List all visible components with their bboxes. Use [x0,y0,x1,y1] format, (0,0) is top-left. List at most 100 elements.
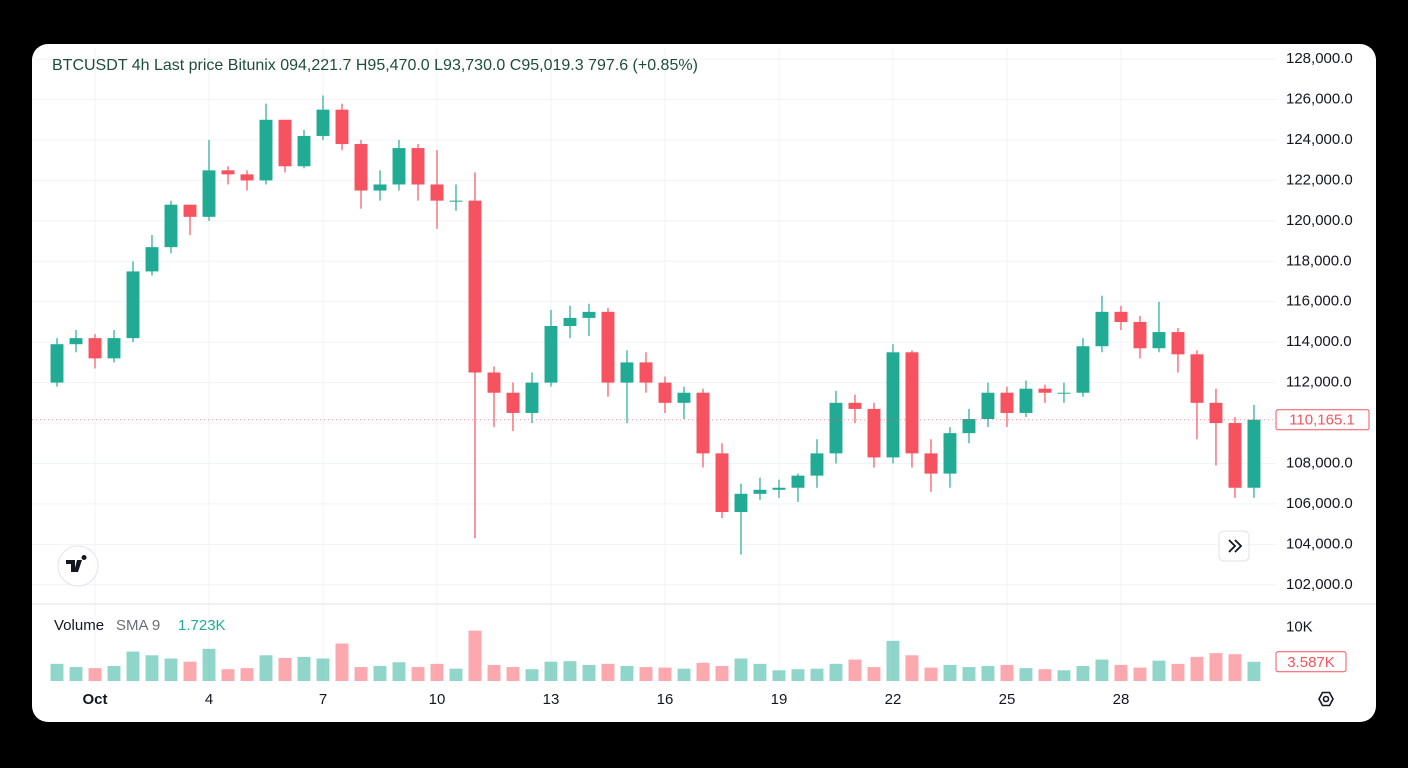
y-tick-label: 102,000.0 [1286,576,1353,593]
y-tick-label: 120,000.0 [1286,212,1353,229]
candle-body [1228,423,1242,488]
volume-bar [278,657,292,681]
plot [32,95,1276,681]
volume-bar [772,670,786,681]
volume-bar [677,668,691,681]
volume-bar [1114,664,1128,681]
x-tick-label: 19 [771,691,788,708]
candle-body [145,247,159,272]
candle-body [696,392,710,454]
volume-bar [1209,653,1223,681]
y-tick-label: 122,000.0 [1286,171,1353,188]
volume-bar [1133,667,1147,681]
volume-bar [1076,666,1090,681]
candle-body [525,382,539,413]
volume-bar [848,659,862,681]
candle-body [430,184,444,201]
volume-bar [1247,661,1261,681]
x-tick-label: 16 [657,691,674,708]
volume-bar [943,664,957,681]
candle-body [962,419,976,434]
candle-body [1152,332,1166,349]
candle-body [107,338,121,359]
volume-bar [639,667,653,681]
volume-bar [487,664,501,681]
candle-body [1114,311,1128,322]
candle-body [1038,388,1052,393]
volume-bar [525,669,539,681]
volume-bar [544,661,558,681]
candle-body [1057,392,1071,394]
volume-bar [449,668,463,681]
scroll-right-button[interactable] [1218,530,1250,562]
last-volume-label: 3.587K [1287,654,1335,671]
candle-body [639,362,653,383]
volume-bar [335,643,349,681]
candle-body [715,453,729,513]
volume-bar [1019,668,1033,681]
candle-body [544,326,558,383]
candle-body [848,402,862,409]
candle-body [658,382,672,403]
volume-bar [658,667,672,681]
volume-bar [753,663,767,681]
candle-body [1247,419,1261,488]
candle-body [582,311,596,318]
volume-bar [715,666,729,681]
candle-body [905,352,919,454]
candle-body [791,475,805,488]
settings-icon[interactable] [1318,691,1334,707]
candle-body [449,200,463,202]
candle-body [1133,321,1147,349]
candle-body [1095,311,1109,347]
volume-bar [126,651,140,681]
y-tick-label: 108,000.0 [1286,454,1353,471]
volume-bar [297,656,311,681]
candle-body [867,408,881,458]
candle-body [373,184,387,191]
sma-name: SMA 9 [116,617,160,634]
volume-bar [50,663,64,681]
y-tick-label: 112,000.0 [1286,374,1352,391]
candle-body [335,109,349,145]
candle-body [411,148,425,185]
volume-bar [1095,659,1109,681]
y-tick-label: 116,000.0 [1286,293,1352,310]
tv-logo[interactable] [57,545,99,587]
candle-body [468,200,482,373]
last-volume-tag [1275,651,1347,673]
volume-bar [829,663,843,681]
volume-bar [791,669,805,681]
volume-bar [506,667,520,681]
candle-body [202,170,216,217]
y-tick-label: 128,000.0 [1286,50,1353,67]
x-tick-label: 13 [543,691,560,708]
volume-bar [1152,660,1166,681]
x-tick-label: 25 [999,691,1016,708]
volume-bar [810,668,824,681]
volume-bar [354,667,368,681]
candle-body [183,204,197,217]
candle-body [354,144,368,191]
candle-body [810,453,824,476]
volume-bar [259,655,273,681]
volume-bar [430,663,444,681]
volume-bar [1038,669,1052,681]
candle-body [126,271,140,339]
x-tick-label: 4 [205,691,213,708]
y-tick-label: 118,000.0 [1286,252,1352,269]
volume-name: Volume [54,617,104,634]
candle-body [772,487,786,490]
candle-body [753,489,767,494]
candle-body [943,433,957,474]
candle-body [1076,346,1090,393]
candle-body [563,317,577,327]
volume-tick-label: 10K [1286,618,1313,635]
volume-bar [240,668,254,681]
candle-body [221,170,235,175]
candle-body [88,338,102,359]
candle-body [1190,354,1204,403]
candle-body [1209,402,1223,424]
